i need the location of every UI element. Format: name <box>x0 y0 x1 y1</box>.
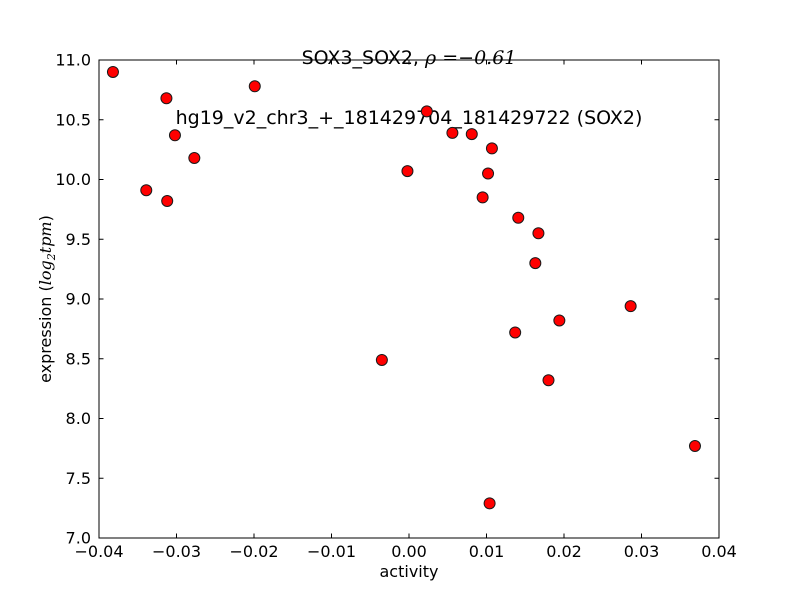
y-axis-label: expression (log2tpm) <box>36 99 59 499</box>
data-point <box>401 165 414 178</box>
title-rho-value: ρ =−0.61 <box>425 47 517 69</box>
x-tick-label: 0.02 <box>546 542 582 561</box>
x-axis-label: activity <box>379 562 439 581</box>
data-point <box>161 195 174 208</box>
data-point <box>420 105 433 118</box>
data-point <box>542 374 555 387</box>
x-tick-label: −0.04 <box>74 542 123 561</box>
data-point <box>512 211 525 224</box>
chart-subtitle: hg19_v2_chr3_+_181429704_181429722 (SOX2… <box>175 107 643 129</box>
y-axis-label-tpm: tpm <box>36 221 55 254</box>
x-tick-label: 0.00 <box>391 542 427 561</box>
data-point <box>476 191 489 204</box>
y-tick-label: 10.5 <box>55 110 91 129</box>
y-tick-label: 8.5 <box>66 349 91 368</box>
y-tick-label: 11.0 <box>55 51 91 70</box>
data-point <box>624 300 637 313</box>
y-axis-label-text: expression ( <box>36 285 55 383</box>
data-point <box>465 128 478 141</box>
y-axis-label-log: log <box>36 260 55 286</box>
x-tick-label: −0.02 <box>229 542 278 561</box>
data-point <box>529 257 542 270</box>
data-point <box>248 80 261 93</box>
data-point <box>160 92 173 105</box>
x-tick-label: 0.04 <box>701 542 737 561</box>
y-axis-label-log-base: 2 <box>45 253 59 261</box>
data-point <box>482 167 495 180</box>
title-gene-pair: SOX3_SOX2, <box>301 47 426 69</box>
chart-title-line1: SOX3_SOX2, ρ =−0.61 <box>9 48 800 68</box>
y-tick-label: 8.0 <box>66 409 91 428</box>
data-point <box>553 314 566 327</box>
x-tick-label: −0.03 <box>152 542 201 561</box>
data-point <box>483 497 496 510</box>
x-tick-label: 0.03 <box>624 542 660 561</box>
y-axis-label-close-paren: ) <box>36 215 55 222</box>
y-tick-label: 9.0 <box>66 290 91 309</box>
y-tick-label: 9.5 <box>66 230 91 249</box>
axes-spines <box>98 59 720 539</box>
data-point <box>446 126 459 139</box>
data-point <box>375 353 388 366</box>
x-tick-label: 0.01 <box>469 542 505 561</box>
y-tick-label: 7.0 <box>66 529 91 548</box>
data-point <box>688 439 701 452</box>
y-tick-label: 10.0 <box>55 170 91 189</box>
data-point <box>106 65 119 78</box>
data-point <box>532 227 545 240</box>
data-point <box>140 184 153 197</box>
chart-title-block: SOX3_SOX2, ρ =−0.61 hg19_v2_chr3_+_18142… <box>9 8 800 168</box>
data-point <box>485 142 498 155</box>
data-point <box>168 129 181 142</box>
data-point <box>188 151 201 164</box>
y-tick-label: 7.5 <box>66 469 91 488</box>
data-point <box>509 326 522 339</box>
x-tick-label: −0.01 <box>307 542 356 561</box>
